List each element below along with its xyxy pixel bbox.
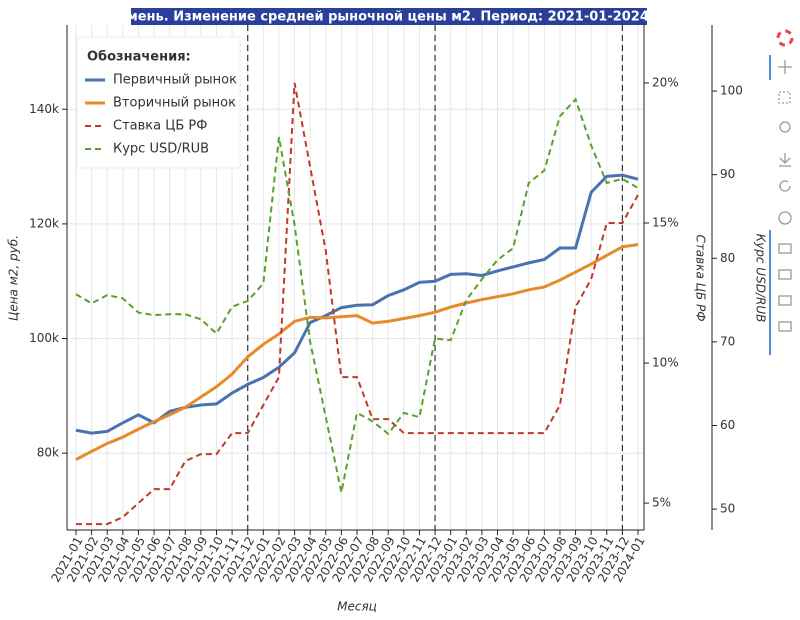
box-zoom-tool[interactable]	[778, 91, 791, 104]
toolbar	[769, 29, 794, 355]
save-tool[interactable]	[779, 153, 791, 167]
logo	[776, 29, 794, 47]
series-line	[75, 243, 639, 461]
y-tick-label: 120k	[29, 216, 59, 230]
legend-title: Обозначения:	[87, 50, 191, 65]
legend-label: Ставка ЦБ РФ	[113, 119, 207, 134]
series-line	[76, 82, 639, 526]
y3-tick-label: 90	[720, 167, 735, 181]
help-tool[interactable]	[778, 211, 792, 225]
hover-tool[interactable]	[778, 243, 792, 254]
hover-tool[interactable]	[778, 269, 792, 280]
y3-tick-label: 50	[720, 502, 735, 516]
y2-tick-label: 20%	[652, 75, 679, 89]
y3-tick-label: 70	[720, 334, 735, 348]
y3-tick-label: 80	[720, 251, 735, 265]
series-line	[75, 173, 639, 435]
y3-tick-label: 100	[720, 84, 743, 98]
pan-tool[interactable]	[778, 60, 792, 74]
title-background	[131, 8, 647, 25]
chart-title: Тюмень. Изменение средней рыночной цены …	[106, 10, 673, 25]
y2-tick-label: 5%	[652, 496, 671, 510]
x-axis-label: Месяц	[337, 600, 377, 614]
y3-tick-label: 60	[720, 418, 735, 432]
y-tick-label: 80k	[37, 446, 59, 460]
legend-label: Первичный рынок	[113, 73, 237, 88]
y3-axis-label: Курс USD/RUB	[754, 234, 768, 323]
series-line	[75, 97, 639, 493]
reset-tool[interactable]	[779, 180, 791, 192]
y2-axis-label: Ставка ЦБ РФ	[694, 234, 708, 321]
y-axis-label: Цена м2, руб.	[7, 235, 21, 321]
y2-tick-label: 15%	[652, 216, 679, 230]
hover-tool[interactable]	[778, 321, 792, 332]
y2-tick-label: 10%	[652, 356, 679, 370]
legend-label: Курс USD/RUB	[113, 142, 209, 157]
hover-tool[interactable]	[778, 295, 792, 306]
wheel-zoom-tool[interactable]	[779, 121, 791, 133]
legend-label: Вторичный рынок	[113, 96, 236, 111]
y-tick-label: 140k	[29, 102, 59, 116]
y-tick-label: 100k	[29, 331, 59, 345]
